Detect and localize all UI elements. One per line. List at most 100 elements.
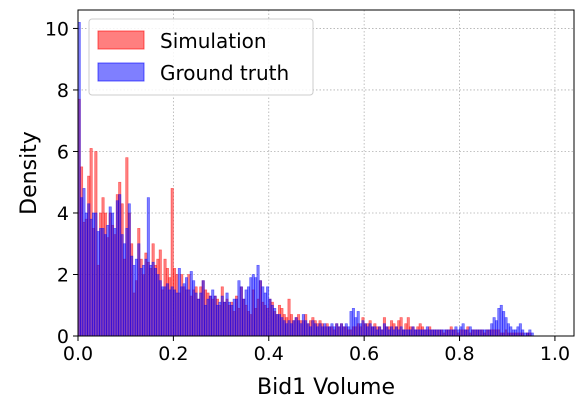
histogram-bar (201, 280, 205, 337)
series-1 (77, 22, 534, 337)
histogram-bar (435, 329, 439, 337)
histogram-bar (194, 292, 198, 337)
y-tick-label: 10 (45, 18, 69, 40)
histogram-bar (521, 329, 525, 337)
histogram-bar (96, 231, 100, 337)
histogram-bar (232, 298, 236, 337)
y-tick-label: 2 (57, 264, 69, 286)
histogram-bar (309, 326, 312, 337)
histogram-bar (409, 329, 413, 337)
histogram-bar (361, 320, 365, 337)
histogram-bar (325, 326, 329, 337)
histogram-bar (514, 329, 518, 337)
histogram-bar (413, 329, 417, 337)
y-axis-label: Density (17, 131, 42, 215)
histogram-bar (206, 298, 210, 337)
histogram-bar (294, 317, 298, 337)
histogram-bar (151, 261, 155, 337)
histogram-bar (464, 329, 467, 337)
histogram-bar (306, 323, 310, 337)
histogram-bar (118, 194, 122, 337)
histogram-bar (192, 280, 196, 337)
histogram-bar (418, 329, 422, 337)
histogram-bar (456, 329, 460, 337)
histogram-bar (318, 323, 322, 337)
histogram-bar (337, 326, 341, 337)
histogram-bar (187, 289, 191, 337)
histogram-bar (270, 304, 274, 337)
x-tick-label: 1.0 (540, 343, 570, 365)
histogram-bar (490, 323, 494, 337)
histogram-bar (402, 329, 405, 337)
histogram-bar (373, 326, 377, 337)
histogram-bar (223, 301, 227, 337)
histogram-bar (261, 286, 265, 337)
histogram-bar (380, 329, 384, 337)
histogram-bar (392, 329, 396, 337)
histogram-bar (285, 323, 289, 337)
histogram-bar (256, 264, 260, 337)
histogram-bar (495, 320, 498, 337)
histogram-bar (371, 326, 374, 337)
histogram-bar (268, 298, 272, 337)
histogram-bar (437, 329, 441, 337)
histogram-bar (444, 329, 448, 337)
histogram-bar (313, 323, 317, 337)
histogram-bar (242, 298, 246, 337)
histogram-bar (275, 314, 279, 337)
histogram-bar (211, 289, 215, 337)
histogram-bar (351, 308, 355, 337)
histogram-bar (342, 326, 346, 337)
histogram-bar (230, 304, 234, 337)
histogram-bar (301, 314, 305, 337)
histogram-bar (173, 289, 177, 337)
histogram-bar (447, 329, 451, 337)
histogram-bar (468, 326, 472, 337)
bars (77, 22, 534, 337)
x-tick-label: 0.8 (444, 343, 474, 365)
histogram-bar (139, 268, 143, 337)
histogram-bar (483, 329, 487, 337)
histogram-bar (440, 329, 444, 337)
histogram-bar (177, 268, 181, 337)
histogram-bar (204, 304, 208, 337)
histogram-bar (99, 228, 103, 337)
x-axis-label: Bid1 Volume (257, 375, 395, 400)
histogram-bar (378, 326, 382, 337)
histogram-bar (282, 320, 286, 337)
histogram-bar (344, 323, 348, 337)
histogram-bar (134, 258, 138, 337)
histogram-bar (127, 203, 131, 337)
histogram-bar (87, 203, 91, 337)
histogram-bar (108, 206, 112, 337)
x-tick-label: 0.2 (158, 343, 188, 365)
histogram-bar (170, 286, 174, 337)
histogram-bar (185, 277, 188, 337)
legend: Simulation Ground truth (88, 18, 314, 96)
histogram-bar (120, 234, 124, 337)
histogram-bar (452, 329, 456, 337)
histogram-bar (106, 224, 110, 337)
histogram-bar (347, 326, 351, 337)
histogram-bar (406, 329, 410, 337)
histogram-bar (149, 264, 153, 337)
histogram-bar (366, 326, 370, 337)
histogram-bar (323, 323, 327, 337)
x-tick-label: 0.0 (63, 343, 93, 365)
histogram-bar (518, 323, 522, 337)
histogram-bar (359, 323, 363, 337)
histogram-bar (335, 323, 339, 337)
histogram-bar (349, 311, 353, 337)
histogram-bar (254, 277, 258, 337)
histogram-bar (328, 326, 332, 337)
histogram-bar (227, 301, 231, 337)
histogram-bar (299, 323, 303, 337)
histogram-bar (146, 197, 150, 337)
histogram-bar (461, 323, 465, 337)
histogram-bar (213, 295, 217, 337)
histogram-bar (161, 286, 165, 337)
histogram-bar (156, 274, 160, 337)
histogram-bar (220, 295, 224, 337)
histogram-bar (235, 298, 239, 337)
